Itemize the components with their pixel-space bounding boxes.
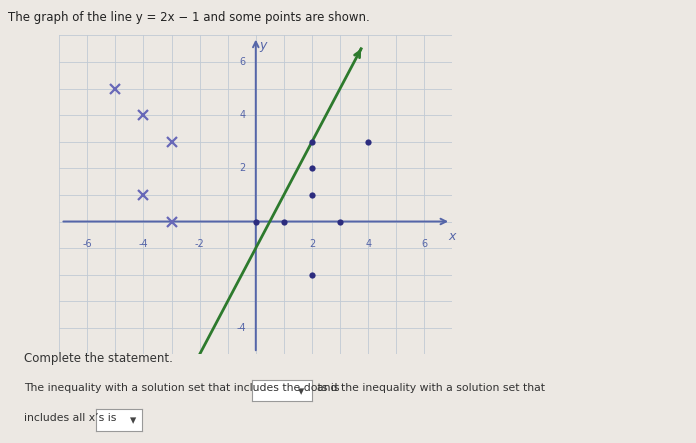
Text: -6: -6 [82, 239, 92, 249]
Text: -4: -4 [237, 323, 246, 333]
Text: 4: 4 [240, 110, 246, 120]
Text: -4: -4 [139, 239, 148, 249]
Text: ▾: ▾ [130, 415, 136, 427]
Text: 2: 2 [239, 163, 246, 173]
Text: ▾: ▾ [298, 385, 304, 398]
Text: -2: -2 [195, 239, 205, 249]
Text: 6: 6 [421, 239, 427, 249]
Text: The inequality with a solution set that includes the dots is: The inequality with a solution set that … [24, 383, 340, 393]
Text: y: y [259, 39, 267, 52]
Text: Complete the statement.: Complete the statement. [24, 352, 173, 365]
Text: 6: 6 [240, 57, 246, 67]
Text: 2: 2 [309, 239, 315, 249]
Text: and the inequality with a solution set that: and the inequality with a solution set t… [317, 383, 545, 393]
Text: The graph of the line y = 2x − 1 and some points are shown.: The graph of the line y = 2x − 1 and som… [8, 11, 370, 24]
Text: x: x [448, 229, 456, 243]
Text: 4: 4 [365, 239, 371, 249]
Text: includes all x’s is: includes all x’s is [24, 413, 117, 423]
